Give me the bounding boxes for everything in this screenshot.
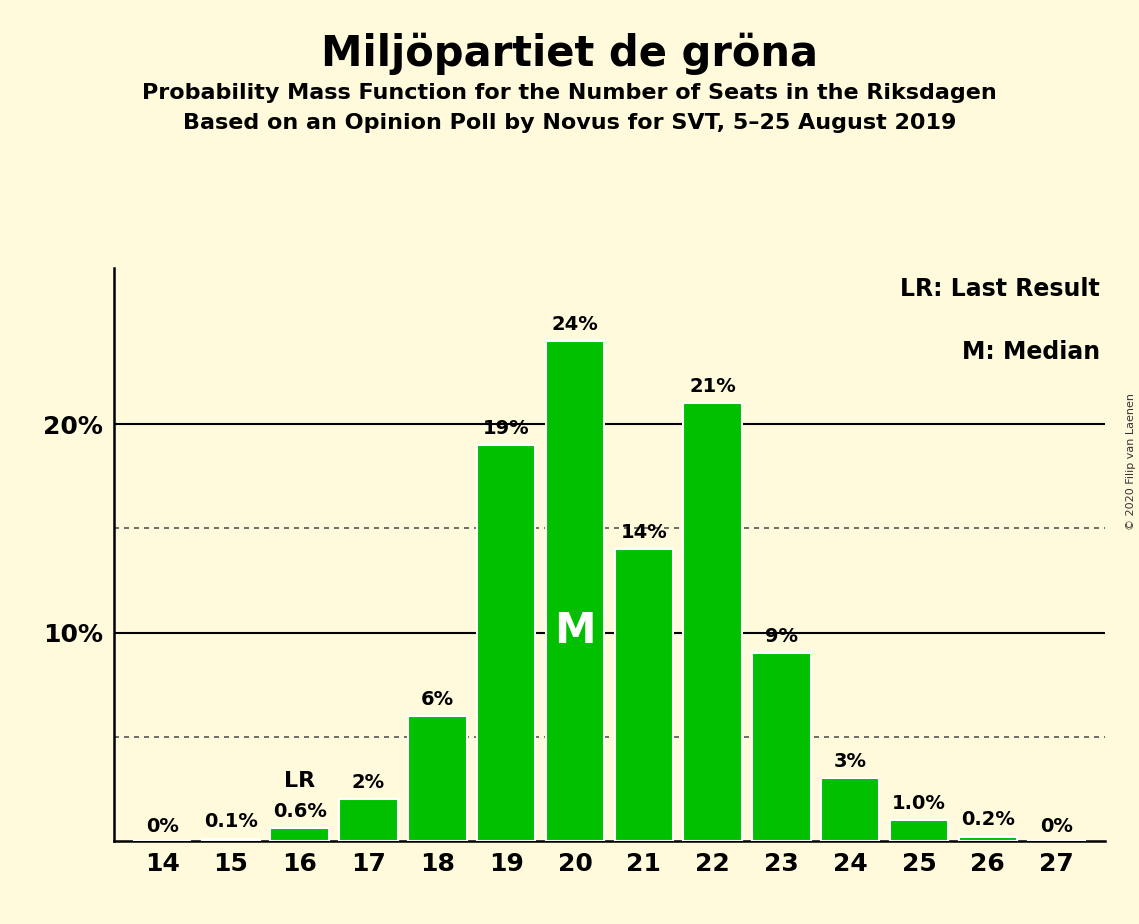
Text: 0.2%: 0.2% [961,810,1015,830]
Text: 0%: 0% [146,817,179,835]
Text: 3%: 3% [834,752,867,771]
Text: 1.0%: 1.0% [892,794,947,813]
Text: 24%: 24% [551,314,598,334]
Text: M: Median: M: Median [961,340,1100,363]
Text: LR: Last Result: LR: Last Result [900,276,1100,300]
Bar [752,653,811,841]
Text: 0.1%: 0.1% [204,812,257,832]
Text: Probability Mass Function for the Number of Seats in the Riksdagen: Probability Mass Function for the Number… [142,83,997,103]
Bar [683,404,741,841]
Bar [615,549,673,841]
Text: 2%: 2% [352,772,385,792]
Bar [546,341,604,841]
Bar [959,836,1017,841]
Bar [270,828,329,841]
Text: LR: LR [284,771,316,791]
Text: 19%: 19% [483,419,530,438]
Text: 14%: 14% [621,523,667,541]
Text: Miljöpartiet de gröna: Miljöpartiet de gröna [321,32,818,75]
Bar [408,716,467,841]
Bar [890,820,949,841]
Bar [202,839,260,841]
Text: 9%: 9% [765,627,798,646]
Text: 21%: 21% [689,377,736,396]
Text: © 2020 Filip van Laenen: © 2020 Filip van Laenen [1126,394,1136,530]
Bar [477,445,535,841]
Bar [821,778,879,841]
Text: 0%: 0% [1040,817,1073,835]
Text: M: M [555,610,596,651]
Bar [339,799,398,841]
Text: 6%: 6% [420,689,453,709]
Text: 0.6%: 0.6% [272,802,327,821]
Text: Based on an Opinion Poll by Novus for SVT, 5–25 August 2019: Based on an Opinion Poll by Novus for SV… [183,113,956,133]
